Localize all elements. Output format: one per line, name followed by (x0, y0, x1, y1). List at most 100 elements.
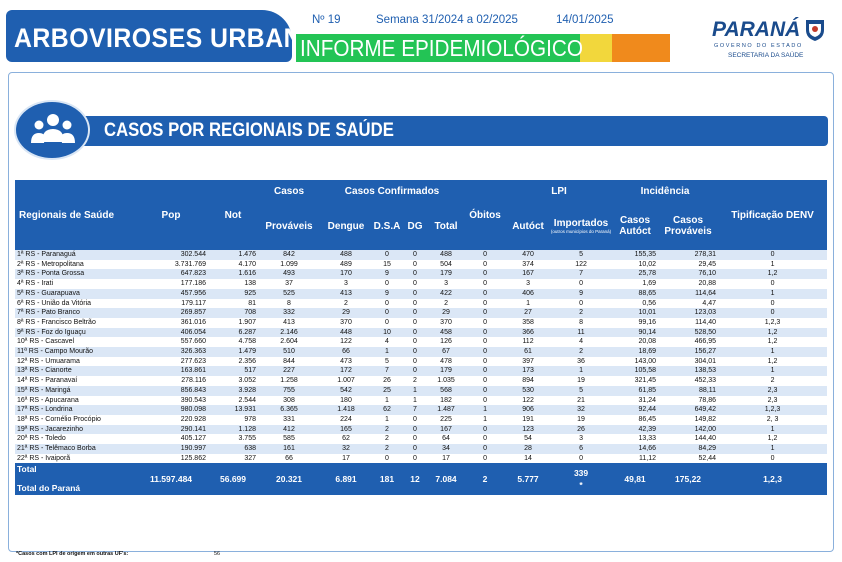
table-cell: 0,56 (612, 298, 659, 309)
table-cell: 66 (320, 347, 372, 357)
table-cell: 17 (428, 453, 465, 464)
table-cell: 22ª RS - Ivaiporã (15, 453, 134, 464)
table-cell: 167 (428, 424, 465, 435)
table-cell: 0 (464, 317, 507, 328)
table-cell: 31,24 (612, 395, 659, 406)
table-cell: 177.186 (134, 279, 208, 289)
table-cell: 125.862 (134, 453, 208, 464)
table-cell: 179 (428, 269, 465, 280)
table-cell: 1 (372, 347, 402, 357)
table-cell: 1 (506, 298, 551, 309)
group-confirmados: Casos Confirmados (320, 180, 465, 202)
table-cell: 143,00 (612, 356, 659, 367)
col-obitos: Óbitos (464, 180, 507, 250)
table-cell: 37 (258, 279, 320, 289)
table-cell: 64 (428, 434, 465, 445)
table-cell: 9ª RS - Foz do Iguaçu (15, 327, 134, 338)
table-cell: 1,2,3 (718, 405, 828, 415)
table-cell: 191 (506, 414, 551, 425)
table-cell: 165 (320, 424, 372, 435)
table-cell: 0 (718, 279, 828, 289)
table-cell: 225 (428, 414, 465, 425)
total-cell: 49,81 (612, 463, 659, 496)
table-cell: 155,35 (612, 250, 659, 260)
table-row: 4ª RS - Irati 177.186 138 37 3 0 0 3 0 3 0 1,69 20,8… (15, 279, 828, 289)
table-cell: 1,69 (612, 279, 659, 289)
table-cell: 180 (320, 395, 372, 406)
table-cell: 3ª RS - Ponta Grossa (15, 269, 134, 280)
table-row: 19ª RS - Jacarezinho 290.141 1.128 412 165 2 0… (15, 424, 828, 435)
table-cell: 21 (550, 395, 613, 406)
table-cell: 172 (320, 366, 372, 377)
table-cell: 638 (208, 444, 258, 454)
table-cell: 0 (402, 317, 428, 328)
table-row: 12ª RS - Umuarama 277.623 2.356 844 473 5 0 478… (15, 356, 828, 367)
table-cell: 10,02 (612, 259, 659, 270)
table-cell: 66 (258, 453, 320, 464)
table-cell: 3 (506, 279, 551, 289)
table-cell: 0 (372, 250, 402, 260)
table-cell: 0 (372, 308, 402, 318)
table-cell: 332 (258, 308, 320, 318)
table-cell: 149,82 (658, 414, 719, 425)
col-provaveis: Prováveis (258, 202, 320, 250)
table-cell: 78,86 (658, 395, 719, 406)
table-cell: 488 (428, 250, 465, 260)
table-cell: 0 (402, 308, 428, 318)
table-cell: 1,2 (718, 434, 828, 445)
report-title: ARBOVIROSES URBANAS (14, 23, 338, 53)
bulletin-number: Nº 19 (312, 14, 341, 26)
table-row: 14ª RS - Paranavaí 278.116 3.052 1.258 1.007… (15, 376, 828, 386)
table-cell: 0 (402, 269, 428, 280)
table-cell: 361.016 (134, 317, 208, 328)
table-cell: 13,33 (612, 434, 659, 445)
table-cell: 67 (428, 347, 465, 357)
total-label-line2: Total do Paraná (17, 483, 81, 494)
section-title: CASOS POR REGIONAIS DE SAÚDE (104, 120, 394, 141)
total-cell: 181 (372, 463, 402, 496)
table-cell: 0 (464, 434, 507, 445)
table-cell: 510 (258, 347, 320, 357)
table-cell: 3 (320, 279, 372, 289)
table-cell: 1.099 (258, 259, 320, 270)
accent-yellow (580, 34, 614, 62)
total-cell: 12 (402, 463, 428, 496)
table-cell: 114,64 (658, 288, 719, 299)
table-cell: 321,45 (612, 376, 659, 386)
total-cell: 7.084 (428, 463, 465, 496)
table-cell: 413 (320, 288, 372, 299)
total-cell: 2 (464, 463, 507, 496)
total-cell: 11.597.484 (134, 463, 208, 496)
table-cell: 18ª RS - Cornélio Procópio (15, 414, 134, 425)
table-cell: 2 (402, 376, 428, 386)
table-cell: 8 (550, 317, 613, 328)
table-cell: 3 (550, 434, 613, 445)
table-cell: 6ª RS - União da Vitória (15, 298, 134, 309)
table-cell: 6.365 (258, 405, 320, 415)
table-cell: 0 (718, 250, 828, 260)
table-cell: 227 (258, 366, 320, 377)
table-row: 5ª RS - Guarapuava 457.956 925 525 413 9 0 422 0… (15, 288, 828, 299)
table-cell: 568 (428, 385, 465, 396)
group-lpi: LPI (506, 180, 613, 202)
table-cell: 19 (550, 414, 613, 425)
table-row: 9ª RS - Foz do Iguaçu 406.054 6.287 2.146 44… (15, 327, 828, 338)
table-cell: 2 (372, 424, 402, 435)
table-cell: 36 (550, 356, 613, 367)
table-row: 2ª RS - Metropolitana 3.731.769 4.170 1.099… (15, 259, 828, 270)
table-cell: 27 (506, 308, 551, 318)
table-cell: 123 (506, 424, 551, 435)
table-cell: 0 (464, 327, 507, 338)
table-cell: 0 (402, 356, 428, 367)
table-cell: 2 (372, 434, 402, 445)
table-cell: 0 (402, 327, 428, 338)
table-cell: 842 (258, 250, 320, 260)
table-cell: 466,95 (658, 337, 719, 348)
col-dsa: D.S.A (372, 202, 402, 250)
table-cell: 11ª RS - Campo Mourão (15, 347, 134, 357)
total-row: Total Total do Paraná 11.597.484 56.699 20.3… (15, 463, 828, 496)
table-cell: 2,3 (718, 385, 828, 396)
table-cell: 405.127 (134, 434, 208, 445)
table-cell: 2, 3 (718, 414, 828, 425)
table-cell: 457.956 (134, 288, 208, 299)
